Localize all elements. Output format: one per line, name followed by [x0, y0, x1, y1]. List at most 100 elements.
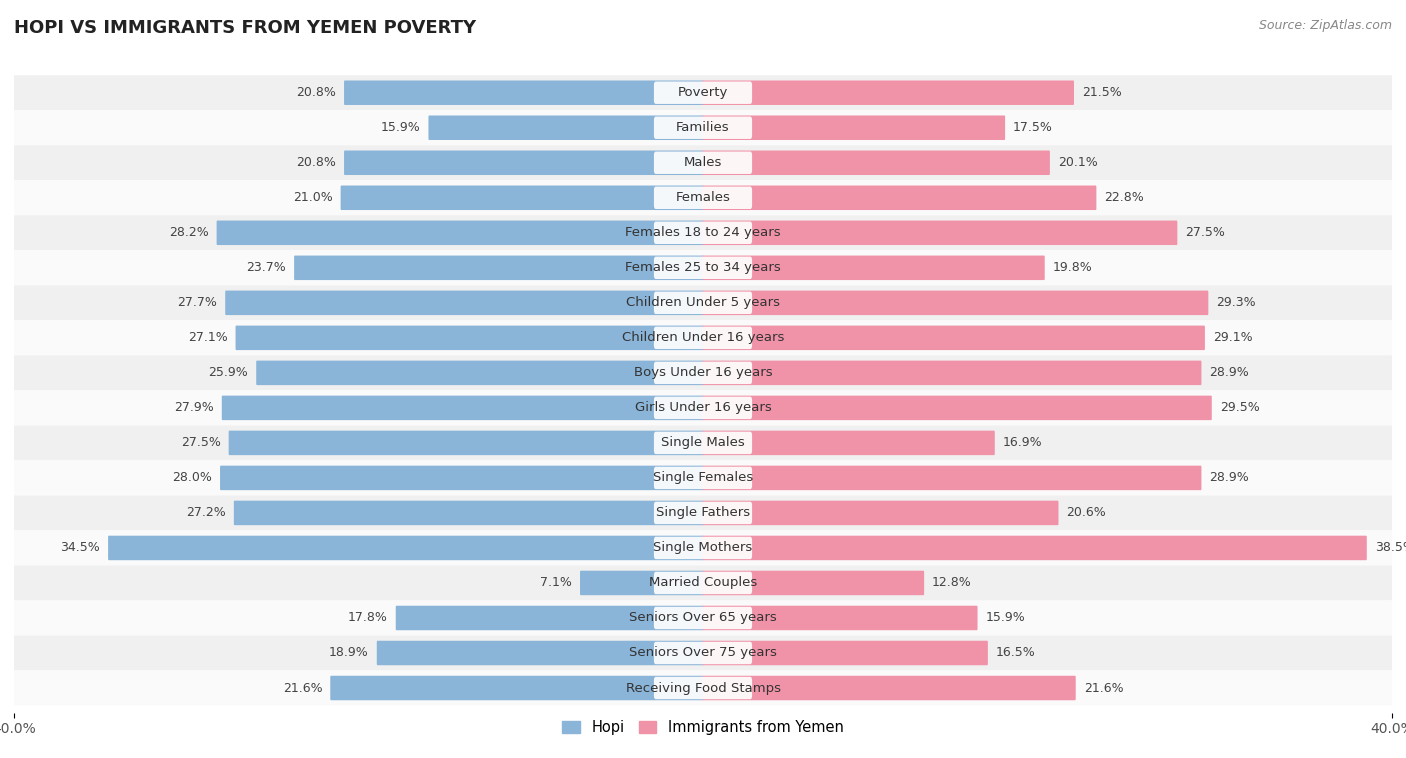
Text: 16.9%: 16.9%	[1002, 437, 1042, 449]
Text: 20.1%: 20.1%	[1057, 156, 1098, 169]
FancyBboxPatch shape	[14, 671, 1392, 706]
FancyBboxPatch shape	[654, 606, 752, 629]
Text: 28.0%: 28.0%	[173, 471, 212, 484]
Text: 27.5%: 27.5%	[1185, 227, 1225, 240]
FancyBboxPatch shape	[225, 290, 703, 315]
FancyBboxPatch shape	[233, 501, 703, 525]
Text: 20.8%: 20.8%	[297, 86, 336, 99]
Text: 17.8%: 17.8%	[347, 612, 388, 625]
FancyBboxPatch shape	[14, 460, 1392, 496]
FancyBboxPatch shape	[221, 465, 703, 490]
FancyBboxPatch shape	[222, 396, 703, 420]
FancyBboxPatch shape	[654, 396, 752, 419]
Text: Seniors Over 65 years: Seniors Over 65 years	[628, 612, 778, 625]
FancyBboxPatch shape	[703, 186, 1097, 210]
Text: 28.9%: 28.9%	[1209, 366, 1249, 379]
Text: 15.9%: 15.9%	[986, 612, 1025, 625]
Text: 28.2%: 28.2%	[169, 227, 208, 240]
Text: Males: Males	[683, 156, 723, 169]
Text: 17.5%: 17.5%	[1012, 121, 1053, 134]
FancyBboxPatch shape	[703, 606, 977, 630]
Text: Children Under 5 years: Children Under 5 years	[626, 296, 780, 309]
Text: Single Females: Single Females	[652, 471, 754, 484]
FancyBboxPatch shape	[703, 221, 1177, 245]
FancyBboxPatch shape	[703, 501, 1059, 525]
FancyBboxPatch shape	[14, 635, 1392, 671]
FancyBboxPatch shape	[108, 536, 703, 560]
FancyBboxPatch shape	[703, 641, 988, 666]
FancyBboxPatch shape	[703, 151, 1050, 175]
FancyBboxPatch shape	[654, 642, 752, 664]
FancyBboxPatch shape	[14, 565, 1392, 600]
FancyBboxPatch shape	[14, 600, 1392, 635]
FancyBboxPatch shape	[217, 221, 703, 245]
Text: 21.0%: 21.0%	[292, 191, 333, 204]
Text: 25.9%: 25.9%	[208, 366, 249, 379]
Text: Single Mothers: Single Mothers	[654, 541, 752, 554]
FancyBboxPatch shape	[703, 465, 1202, 490]
FancyBboxPatch shape	[654, 82, 752, 104]
Text: 15.9%: 15.9%	[381, 121, 420, 134]
FancyBboxPatch shape	[703, 431, 995, 455]
FancyBboxPatch shape	[654, 221, 752, 244]
FancyBboxPatch shape	[654, 257, 752, 279]
Text: 21.6%: 21.6%	[1084, 681, 1123, 694]
FancyBboxPatch shape	[654, 117, 752, 139]
FancyBboxPatch shape	[14, 285, 1392, 321]
Text: Females: Females	[675, 191, 731, 204]
FancyBboxPatch shape	[654, 327, 752, 349]
FancyBboxPatch shape	[654, 677, 752, 699]
Text: Receiving Food Stamps: Receiving Food Stamps	[626, 681, 780, 694]
Text: Single Fathers: Single Fathers	[657, 506, 749, 519]
FancyBboxPatch shape	[654, 432, 752, 454]
FancyBboxPatch shape	[14, 75, 1392, 110]
Text: Girls Under 16 years: Girls Under 16 years	[634, 402, 772, 415]
FancyBboxPatch shape	[14, 250, 1392, 285]
Text: HOPI VS IMMIGRANTS FROM YEMEN POVERTY: HOPI VS IMMIGRANTS FROM YEMEN POVERTY	[14, 19, 477, 37]
Text: Boys Under 16 years: Boys Under 16 years	[634, 366, 772, 379]
FancyBboxPatch shape	[229, 431, 703, 455]
FancyBboxPatch shape	[703, 326, 1205, 350]
Text: 28.9%: 28.9%	[1209, 471, 1249, 484]
FancyBboxPatch shape	[377, 641, 703, 666]
Text: Single Males: Single Males	[661, 437, 745, 449]
Text: Children Under 16 years: Children Under 16 years	[621, 331, 785, 344]
FancyBboxPatch shape	[14, 110, 1392, 146]
FancyBboxPatch shape	[654, 362, 752, 384]
Text: Married Couples: Married Couples	[650, 577, 756, 590]
Text: 38.5%: 38.5%	[1375, 541, 1406, 554]
Text: Families: Families	[676, 121, 730, 134]
Legend: Hopi, Immigrants from Yemen: Hopi, Immigrants from Yemen	[557, 714, 849, 741]
FancyBboxPatch shape	[703, 675, 1076, 700]
FancyBboxPatch shape	[395, 606, 703, 630]
Text: 12.8%: 12.8%	[932, 577, 972, 590]
Text: 21.5%: 21.5%	[1083, 86, 1122, 99]
FancyBboxPatch shape	[14, 531, 1392, 565]
FancyBboxPatch shape	[294, 255, 703, 280]
FancyBboxPatch shape	[14, 496, 1392, 531]
FancyBboxPatch shape	[654, 502, 752, 524]
FancyBboxPatch shape	[703, 536, 1367, 560]
Text: 29.1%: 29.1%	[1213, 331, 1253, 344]
FancyBboxPatch shape	[330, 675, 703, 700]
Text: 20.8%: 20.8%	[297, 156, 336, 169]
FancyBboxPatch shape	[14, 215, 1392, 250]
FancyBboxPatch shape	[344, 151, 703, 175]
FancyBboxPatch shape	[703, 115, 1005, 140]
FancyBboxPatch shape	[236, 326, 703, 350]
Text: 29.5%: 29.5%	[1219, 402, 1260, 415]
Text: 16.5%: 16.5%	[995, 647, 1036, 659]
FancyBboxPatch shape	[581, 571, 703, 595]
FancyBboxPatch shape	[654, 152, 752, 174]
Text: Seniors Over 75 years: Seniors Over 75 years	[628, 647, 778, 659]
FancyBboxPatch shape	[14, 146, 1392, 180]
Text: 23.7%: 23.7%	[246, 262, 287, 274]
FancyBboxPatch shape	[703, 396, 1212, 420]
FancyBboxPatch shape	[703, 361, 1202, 385]
FancyBboxPatch shape	[654, 186, 752, 209]
FancyBboxPatch shape	[344, 80, 703, 105]
FancyBboxPatch shape	[14, 356, 1392, 390]
FancyBboxPatch shape	[654, 467, 752, 489]
FancyBboxPatch shape	[14, 425, 1392, 460]
Text: 27.9%: 27.9%	[174, 402, 214, 415]
